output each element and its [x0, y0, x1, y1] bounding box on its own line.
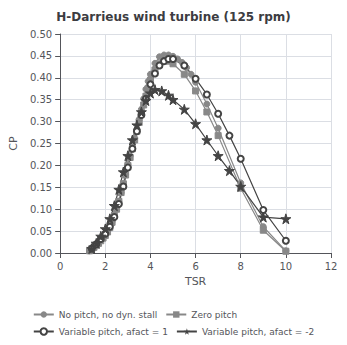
svg-text:0: 0: [57, 261, 63, 272]
svg-text:8: 8: [238, 261, 244, 272]
svg-text:0.30: 0.30: [30, 116, 52, 127]
svg-text:Zero pitch: Zero pitch: [191, 310, 237, 320]
svg-text:H-Darrieus wind turbine (125 r: H-Darrieus wind turbine (125 rpm): [56, 10, 291, 24]
svg-text:Variable pitch, afact = -2: Variable pitch, afact = -2: [202, 327, 314, 337]
svg-text:10: 10: [279, 261, 292, 272]
svg-text:0.50: 0.50: [30, 29, 52, 40]
svg-text:No pitch, no dyn. stall: No pitch, no dyn. stall: [59, 310, 158, 320]
svg-text:0.35: 0.35: [30, 94, 52, 105]
svg-text:4: 4: [147, 261, 153, 272]
svg-text:0.05: 0.05: [30, 226, 52, 237]
svg-text:2: 2: [102, 261, 108, 272]
svg-text:TSR: TSR: [184, 275, 207, 288]
svg-text:0.00: 0.00: [30, 248, 52, 259]
svg-text:0.10: 0.10: [30, 204, 52, 215]
svg-text:Variable pitch, afact = 1: Variable pitch, afact = 1: [59, 327, 168, 337]
svg-text:CP: CP: [7, 136, 20, 151]
svg-text:0.15: 0.15: [30, 182, 52, 193]
svg-text:0.20: 0.20: [30, 160, 52, 171]
svg-text:0.25: 0.25: [30, 138, 52, 149]
svg-text:6: 6: [192, 261, 198, 272]
svg-text:12: 12: [325, 261, 338, 272]
svg-text:0.45: 0.45: [30, 50, 52, 61]
svg-text:0.40: 0.40: [30, 72, 52, 83]
